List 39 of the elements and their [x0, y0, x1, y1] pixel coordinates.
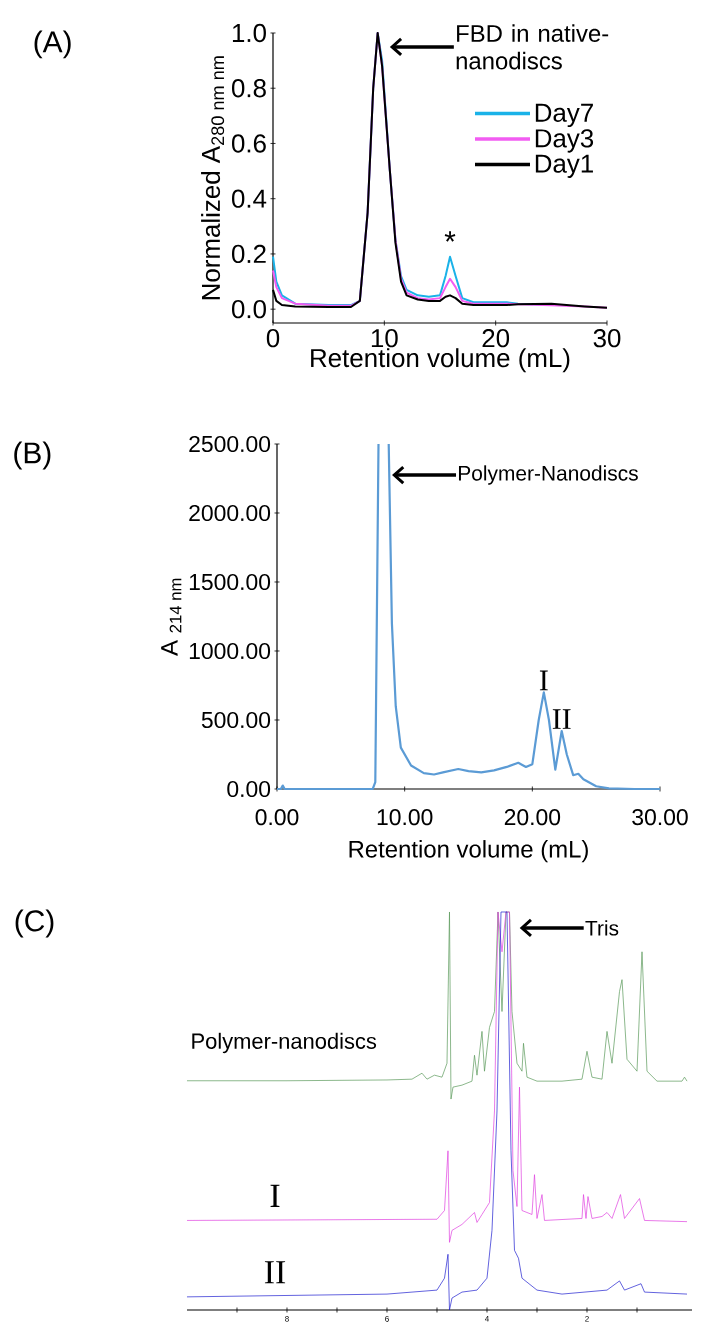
y-tick-label: 0.6 [231, 134, 266, 153]
annotation: I [539, 670, 548, 691]
chart-title: (A) [34, 30, 71, 59]
legend-label: Day7 [535, 103, 593, 128]
y-tick-label: 0.2 [231, 244, 266, 264]
x-tick-label: 20.00 [504, 809, 561, 826]
y-tick-label: 0.8 [231, 79, 266, 98]
x-tick-label: 20 [482, 329, 510, 348]
y-tick-label: 2000.00 [189, 504, 271, 522]
series-label: Polymer-nanodiscs [192, 1032, 377, 1054]
legend-label: Day1 [535, 154, 593, 178]
y-tick-label: 0.00 [227, 780, 271, 798]
annotation: Tris [585, 920, 619, 936]
annotation: * [444, 231, 456, 242]
y-tick-label: 1.0 [232, 23, 266, 43]
y-tick-label: 500.00 [201, 711, 271, 729]
y-tick-label: 0.0 [231, 300, 266, 319]
text: (B) [14, 441, 51, 470]
series-label: I [270, 1184, 280, 1207]
x-axis-title: Retention volume (mL) [349, 840, 588, 863]
y-tick-label: 2500.00 [189, 435, 271, 453]
chart-title: (C) [15, 909, 54, 938]
legend-label: Day3 [535, 129, 594, 153]
annotation: II [552, 709, 571, 729]
x-tick-label: 10 [371, 329, 398, 348]
x-axis-title: Retention volume (mL) [311, 348, 570, 373]
annotation: Polymer-Nanodiscs [458, 465, 638, 485]
x-tick-label: 0.00 [255, 809, 299, 826]
y-tick-label: 0.4 [231, 189, 267, 208]
x-tick-label: 10.00 [377, 809, 433, 826]
y-tick-label: 1500.00 [189, 573, 271, 591]
y-axis-title: A $_{214 nm}$ [161, 578, 182, 656]
y-axis-title: $\text{Normalized A}_{\text{280 nm nm}}$ [201, 56, 225, 300]
y-tick-label: 1000.00 [189, 642, 271, 660]
x-tick-label: 30.00 [632, 809, 688, 826]
x-tick-label: 30 [593, 329, 621, 348]
annotation: FBD in native-nanodiscs [456, 24, 609, 70]
x-tick-label: 0 [266, 329, 280, 348]
series-label: II [264, 1261, 286, 1284]
